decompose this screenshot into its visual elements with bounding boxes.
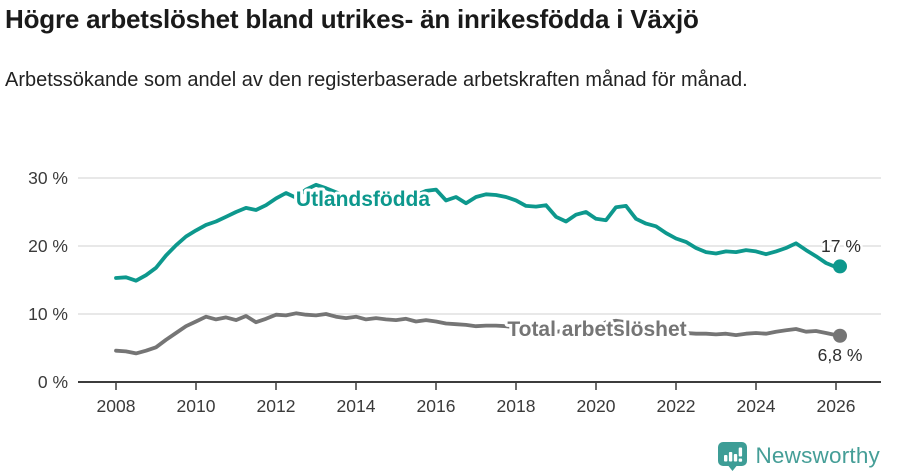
x-tick-label: 2026: [817, 396, 856, 416]
x-tick-label: 2022: [657, 396, 696, 416]
x-tick-label: 2008: [97, 396, 136, 416]
series-end-dot: [833, 259, 847, 274]
series-label-total: Total arbetslöshet: [507, 318, 686, 341]
x-tick-label: 2020: [577, 396, 616, 416]
x-tick-label: 2018: [497, 396, 536, 416]
x-tick-label: 2012: [257, 396, 296, 416]
newsworthy-chart-pin-icon: [718, 442, 748, 471]
chart-subtitle: Arbetssökande som andel av den registerb…: [5, 69, 748, 91]
x-tick-label: 2016: [417, 396, 456, 416]
end-value-label: 17 %: [821, 236, 861, 256]
page-title: Högre arbetslöshet bland utrikes- än inr…: [5, 4, 699, 34]
series-label-utlandsfodda: Utlandsfödda: [296, 188, 430, 211]
unemployment-line-chart: 0 % 10 % 20 % 30 % 2008 2010 2012 2014 2016 2018 2…: [28, 168, 881, 416]
chart-area: 0 % 10 % 20 % 30 % 2008 2010 2012 2014 2016 2018 2…: [0, 140, 900, 435]
newsworthy-logo[interactable]: Newsworthy: [717, 441, 880, 471]
y-tick-label: 30 %: [28, 168, 68, 188]
end-value-label: 6,8 %: [818, 345, 863, 365]
x-tick-label: 2014: [337, 396, 376, 416]
newsworthy-logo-text: Newsworthy: [755, 443, 880, 468]
x-tick-label: 2010: [177, 396, 216, 416]
y-tick-label: 20 %: [28, 236, 68, 256]
y-tick-label: 0 %: [38, 372, 68, 392]
series-end-dot: [833, 328, 847, 343]
series-line-total: [114, 311, 842, 356]
y-tick-label: 10 %: [28, 304, 68, 324]
series-line-utlandsfodda: [114, 182, 842, 283]
x-tick-label: 2024: [737, 396, 776, 416]
